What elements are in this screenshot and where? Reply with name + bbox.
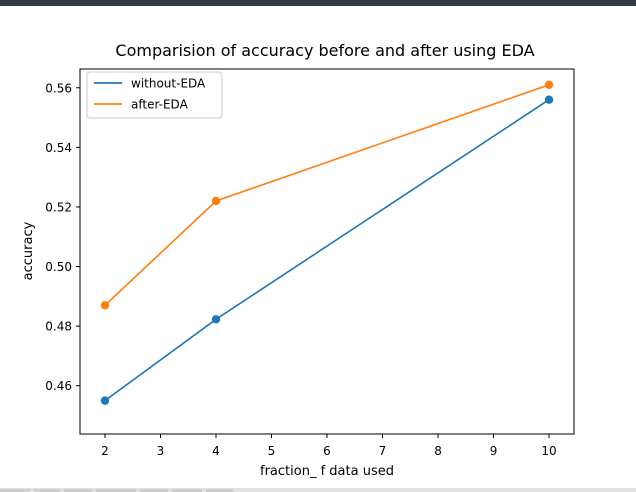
data-point <box>100 396 110 405</box>
data-point <box>211 196 221 206</box>
legend: without-EDA after-EDA <box>86 71 223 119</box>
y-tick-label: 0.46 <box>45 379 72 393</box>
y-axis-label: accuracy <box>21 221 36 280</box>
plot-marks <box>100 80 554 405</box>
horizontal-scrollbar[interactable] <box>0 488 636 492</box>
y-tick-label: 0.54 <box>45 141 72 155</box>
legend-label: after-EDA <box>131 98 189 112</box>
x-axis-ticks: 2 3 4 5 6 7 8 9 10 <box>101 434 557 458</box>
series-line-without-EDA <box>104 99 550 402</box>
y-tick-label: 0.56 <box>45 81 72 95</box>
x-tick-label: 10 <box>541 444 556 458</box>
chart-title: Comparision of accuracy before and after… <box>115 41 534 60</box>
x-tick-label: 2 <box>101 444 109 458</box>
data-point <box>544 95 554 104</box>
y-tick-label: 0.52 <box>45 200 72 214</box>
legend-label: without-EDA <box>131 77 206 91</box>
x-axis-label: fraction_ f data used <box>260 464 394 479</box>
x-tick-label: 9 <box>490 444 498 458</box>
data-point <box>211 315 221 324</box>
data-point <box>544 80 554 89</box>
x-tick-label: 6 <box>323 444 331 458</box>
x-tick-label: 7 <box>379 444 387 458</box>
y-tick-label: 0.50 <box>45 260 72 274</box>
x-tick-label: 5 <box>268 444 276 458</box>
x-tick-label: 3 <box>157 444 165 458</box>
x-tick-label: 4 <box>212 444 220 458</box>
y-tick-label: 0.48 <box>45 320 72 334</box>
y-axis-ticks: 0.46 0.48 0.50 0.52 0.54 0.56 <box>45 81 80 393</box>
x-tick-label: 8 <box>434 444 442 458</box>
plot-area-frame <box>79 68 575 435</box>
window-top-bar <box>0 0 636 6</box>
data-point <box>100 301 110 310</box>
